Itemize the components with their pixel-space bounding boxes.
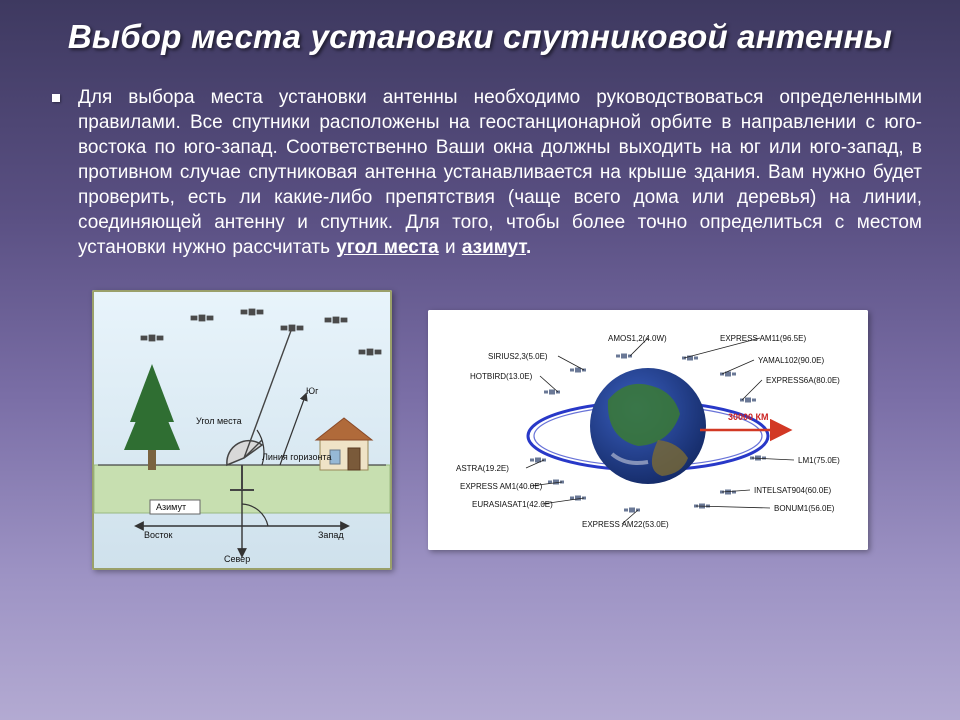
sat-label: ASTRA(19.2E) xyxy=(456,464,509,473)
sat-label: LM1(75.0E) xyxy=(798,456,840,465)
label-east: Восток xyxy=(144,530,172,540)
sat-label: AMOS1,2(4.0W) xyxy=(608,334,667,343)
label-horizon: Линия горизонта xyxy=(262,452,331,462)
bullet-row: Для выбора места установки антенны необх… xyxy=(52,85,922,261)
diagram-left-svg xyxy=(92,290,392,570)
label-elevation: Угол места xyxy=(196,416,242,426)
sat-label: INTELSAT904(60.0E) xyxy=(754,486,831,495)
sat-label: HOTBIRD(13.0E) xyxy=(470,372,532,381)
diagram-geostationary-ring: 30000 КМ AMOS1,2(4.0W) SIRIUS2,3(5.0E) HOT… xyxy=(428,310,868,550)
bullet-icon xyxy=(52,94,60,102)
body-text: Для выбора места установки антенны необх… xyxy=(78,85,922,261)
label-distance: 30000 КМ xyxy=(728,412,769,422)
sat-label: EXPRESS AM1(40.0E) xyxy=(460,482,542,491)
slide-title: Выбор места установки спутниковой антенн… xyxy=(58,18,902,57)
images-row: Юг Угол места Линия горизонта Азимут Вос… xyxy=(38,290,922,570)
sat-label: SIRIUS2,3(5.0E) xyxy=(488,352,548,361)
diagram-right-svg xyxy=(428,310,868,550)
slide: Выбор места установки спутниковой антенн… xyxy=(0,0,960,720)
body-wrap: Для выбора места установки антенны необх… xyxy=(52,85,922,261)
sat-label: EXPRESS AM22(53.0E) xyxy=(582,520,669,529)
label-south: Юг xyxy=(306,386,318,396)
sat-label: YAMAL102(90.0E) xyxy=(758,356,824,365)
label-west: Запад xyxy=(318,530,344,540)
label-azimuth: Азимут xyxy=(156,502,186,512)
sat-label: BONUM1(56.0E) xyxy=(774,504,834,513)
sat-label: EXPRESS AM11(96.5E) xyxy=(720,334,806,343)
sat-label: EURASIASAT1(42.0E) xyxy=(472,500,553,509)
label-north: Север xyxy=(224,554,250,564)
diagram-elevation-azimuth: Юг Угол места Линия горизонта Азимут Вос… xyxy=(92,290,392,570)
sat-label: EXPRESS6A(80.0E) xyxy=(766,376,840,385)
